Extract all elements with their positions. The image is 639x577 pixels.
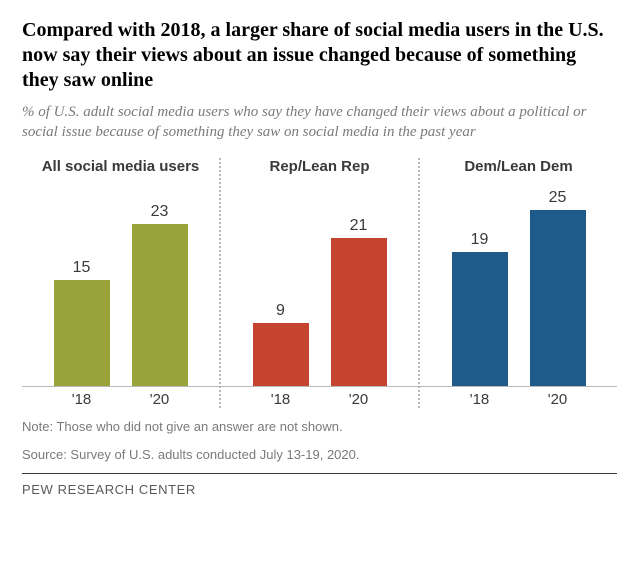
panel-title: All social media users — [22, 158, 219, 198]
x-tick-label: '18 — [54, 391, 110, 408]
x-tick-label: '18 — [452, 391, 508, 408]
panel-title: Dem/Lean Dem — [420, 158, 617, 189]
bar: 9 — [253, 302, 309, 386]
footer-divider: PEW RESEARCH CENTER — [22, 473, 617, 497]
x-tick-label: '20 — [331, 391, 387, 408]
footer-text: PEW RESEARCH CENTER — [22, 482, 617, 497]
chart-title: Compared with 2018, a larger share of so… — [22, 18, 617, 93]
bar-value-label: 21 — [350, 217, 368, 235]
bar-rect — [253, 323, 309, 386]
bar-rect — [132, 224, 188, 386]
x-labels: '18 '20 — [221, 387, 418, 408]
bar: 21 — [331, 217, 387, 386]
bar-rect — [452, 252, 508, 386]
chart-panel: Rep/Lean Rep 9 21 '18 '20 — [219, 158, 418, 408]
panel-title: Rep/Lean Rep — [221, 158, 418, 198]
bar-value-label: 9 — [276, 302, 285, 320]
chart-subtitle: % of U.S. adult social media users who s… — [22, 103, 617, 142]
bar-rect — [331, 238, 387, 386]
bar-rect — [530, 210, 586, 386]
bar-value-label: 25 — [549, 189, 567, 207]
bar: 19 — [452, 231, 508, 386]
bar: 23 — [132, 203, 188, 386]
bar-value-label: 15 — [73, 259, 91, 277]
bar-value-label: 19 — [471, 231, 489, 249]
x-labels: '18 '20 — [22, 387, 219, 408]
chart-panel: All social media users1523'18'20 — [22, 158, 219, 408]
chart-panel: Dem/Lean Dem1925'18'20 — [418, 158, 617, 408]
x-tick-label: '18 — [253, 391, 309, 408]
bar-value-label: 23 — [151, 203, 169, 221]
bars-area: 1523 — [22, 198, 219, 387]
x-tick-label: '20 — [530, 391, 586, 408]
chart-panels: All social media users1523'18'20Rep/Lean… — [22, 158, 617, 408]
bar: 15 — [54, 259, 110, 386]
x-labels: '18 '20 — [420, 387, 617, 408]
source-text: Source: Survey of U.S. adults conducted … — [22, 446, 617, 464]
bar: 25 — [530, 189, 586, 386]
bars-area: 1925 — [420, 189, 617, 387]
bars-area: 9 21 — [221, 198, 418, 387]
bar-rect — [54, 280, 110, 386]
x-tick-label: '20 — [132, 391, 188, 408]
note-text: Note: Those who did not give an answer a… — [22, 418, 617, 436]
